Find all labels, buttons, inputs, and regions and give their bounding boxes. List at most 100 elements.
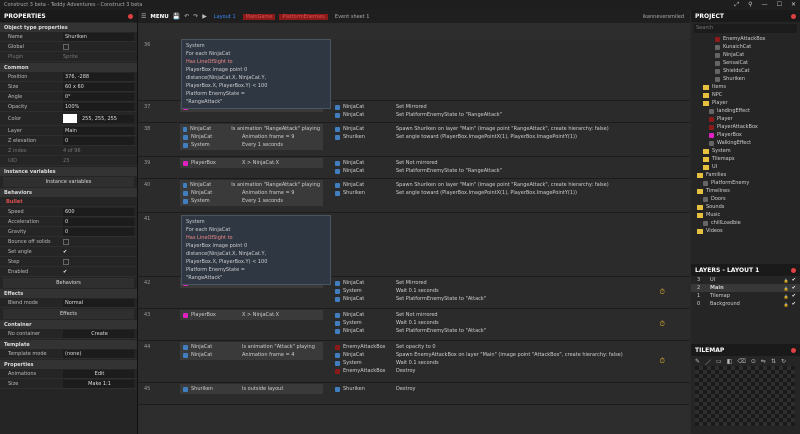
event-block[interactable]: 45 Shuriken Is outside layout Shuriken Destr…	[138, 383, 690, 405]
tree-item[interactable]: Sounds	[691, 203, 800, 211]
project-search-input[interactable]: Search	[694, 24, 797, 33]
action-row[interactable]: NinjaCat Spawn EnemyAttackBox on layer "M…	[335, 351, 677, 359]
tab-platformenemies[interactable]: PlatformEnemies	[279, 13, 328, 20]
close-icon[interactable]	[128, 13, 133, 19]
action-row[interactable]: EnemyAttackBox Set opacity to 0	[335, 343, 677, 351]
action-block[interactable]: EnemyAttackBox Set opacity to 0 NinjaCat Sp…	[332, 342, 680, 376]
behaviors-button[interactable]: Behaviors	[3, 278, 134, 288]
tab-layout-1[interactable]: Layout 1	[213, 13, 236, 20]
action-block[interactable]: NinjaCat Set Mirrored NinjaCat Set Platform…	[332, 102, 680, 120]
menu-button[interactable]: MENU	[150, 13, 169, 20]
tilemap-preview[interactable]	[695, 366, 795, 426]
condition-row[interactable]: NinjaCat Animation frame = 4	[183, 351, 320, 359]
tree-item[interactable]: EnemyAttackBox	[691, 35, 800, 43]
layer-row[interactable]: 0 Background 🔒 ✔	[691, 300, 800, 308]
picker-icon[interactable]: ⊙	[750, 358, 756, 365]
create-button[interactable]: Create	[63, 329, 134, 338]
action-row[interactable]: Shuriken Destroy	[335, 385, 677, 393]
tree-item[interactable]: UI	[691, 163, 800, 171]
undo-icon[interactable]: ↶	[184, 13, 190, 20]
section-container[interactable]: Container	[0, 320, 137, 329]
action-row[interactable]: NinjaCat Set Mirrored	[335, 279, 677, 287]
flip-icon[interactable]: ⇅	[770, 358, 776, 365]
instance-variables-button[interactable]: Instance variables	[3, 177, 134, 187]
tree-item[interactable]: Families	[691, 171, 800, 179]
layer-row[interactable]: 2 Main 🔒 ✔	[691, 284, 800, 292]
tree-item[interactable]: PlatformEnemy	[691, 179, 800, 187]
layer-select[interactable]: Main	[63, 126, 134, 135]
gravity-input[interactable]: 0	[63, 227, 134, 236]
action-block[interactable]: NinjaCat Set Not mirrored NinjaCat Set Plat…	[332, 158, 680, 176]
search-icon[interactable]: ⚲	[748, 1, 753, 8]
close-icon[interactable]	[791, 347, 796, 353]
bullet-label[interactable]: Bullet	[6, 198, 23, 205]
section-properties[interactable]: Properties	[0, 360, 137, 369]
color-input[interactable]: 255, 255, 255	[80, 114, 134, 123]
arrow-icon[interactable]: ⤢	[734, 1, 740, 8]
action-row[interactable]: EnemyAttackBox Destroy	[335, 367, 677, 375]
action-row[interactable]: Shuriken Set angle toward (PlayerBox.Imag…	[335, 189, 677, 197]
condition-row[interactable]: System Every 1 seconds	[183, 141, 320, 149]
lock-icon[interactable]: 🔒	[783, 301, 789, 307]
user-name[interactable]: ikanneversmiled	[642, 13, 684, 20]
minimize-icon[interactable]: —	[761, 1, 768, 8]
tree-item[interactable]: SensaiCat	[691, 59, 800, 67]
tree-item[interactable]: NPC	[691, 91, 800, 99]
brush-icon[interactable]: ✎	[695, 358, 701, 365]
visibility-checkbox[interactable]: ✔	[791, 285, 796, 291]
tab-event-sheet-1[interactable]: Event sheet 1	[334, 13, 370, 20]
condition-row[interactable]: NinjaCat Is animation "RangeAttack" playi…	[183, 181, 320, 189]
action-row[interactable]: NinjaCat Set PlatformEnemyState to "Range…	[335, 111, 677, 119]
tree-item[interactable]: Player	[691, 99, 800, 107]
enabled-checkbox[interactable]: ✔	[63, 268, 68, 275]
tree-item[interactable]: chillLoadbie	[691, 219, 800, 227]
condition-row[interactable]: PlayerBox X > NinjaCat.X	[183, 159, 320, 167]
tree-item[interactable]: landingEffect	[691, 107, 800, 115]
angle-input[interactable]: 0°	[63, 92, 134, 101]
condition-block[interactable]: NinjaCat Is animation "RangeAttack" playi…	[180, 180, 323, 206]
speed-input[interactable]: 600	[63, 207, 134, 216]
section-instance-variables[interactable]: Instance variables	[0, 167, 137, 176]
close-icon[interactable]	[791, 13, 796, 19]
tree-item[interactable]: Items	[691, 83, 800, 91]
lock-icon[interactable]: 🔒	[783, 293, 789, 299]
tree-item[interactable]: Doors	[691, 195, 800, 203]
opacity-input[interactable]: 100%	[63, 102, 134, 111]
color-swatch[interactable]	[63, 114, 77, 123]
section-object-type[interactable]: Object type properties	[0, 23, 137, 32]
action-row[interactable]: NinjaCat Set Not mirrored	[335, 159, 677, 167]
tree-item[interactable]: Music	[691, 211, 800, 219]
action-row[interactable]: NinjaCat Set Mirrored	[335, 103, 677, 111]
mirror-icon[interactable]: ⇋	[760, 358, 766, 365]
condition-block[interactable]: PlayerBox X > NinjaCat.X	[180, 158, 323, 168]
condition-row[interactable]: System Every 1 seconds	[183, 197, 320, 205]
redo-icon[interactable]: ↷	[193, 13, 199, 20]
animations-edit-button[interactable]: Edit	[63, 369, 134, 378]
visibility-checkbox[interactable]: ✔	[791, 277, 796, 283]
condition-block[interactable]: NinjaCat Is animation "RangeAttack" playi…	[180, 124, 323, 150]
bounce-checkbox[interactable]	[63, 238, 69, 245]
name-input[interactable]: Shuriken	[63, 32, 134, 41]
tree-item[interactable]: Timelines	[691, 187, 800, 195]
fill-icon[interactable]: ◧	[726, 358, 733, 365]
tree-item[interactable]: ShieldsCat	[691, 67, 800, 75]
condition-row[interactable]: Shuriken Is outside layout	[183, 385, 320, 393]
save-icon[interactable]: 💾	[172, 13, 181, 20]
line-icon[interactable]: ／	[705, 360, 712, 367]
rotate-icon[interactable]: ↻	[780, 358, 786, 365]
rect-icon[interactable]: ▭	[716, 358, 722, 365]
maximize-icon[interactable]: ☐	[776, 1, 782, 8]
tree-item[interactable]: PlayerAttackBox	[691, 123, 800, 131]
tree-item[interactable]: Videos	[691, 227, 800, 235]
section-behaviors[interactable]: Behaviors	[0, 188, 137, 197]
zelev-input[interactable]: 0	[63, 136, 134, 145]
condition-block[interactable]: Shuriken Is outside layout	[180, 384, 323, 394]
action-block[interactable]: NinjaCat Spawn Shuriken on layer "Main" (…	[332, 180, 680, 198]
accel-input[interactable]: 0	[63, 217, 134, 226]
blend-select[interactable]: Normal	[63, 298, 134, 307]
make-1to1-button[interactable]: Make 1:1	[63, 379, 134, 388]
condition-row[interactable]: NinjaCat Is animation "RangeAttack" playi…	[183, 125, 320, 133]
condition-row[interactable]: NinjaCat Is animation "Attack" playing	[183, 343, 320, 351]
tree-item[interactable]: Player	[691, 115, 800, 123]
action-block[interactable]: Shuriken Destroy	[332, 384, 680, 394]
